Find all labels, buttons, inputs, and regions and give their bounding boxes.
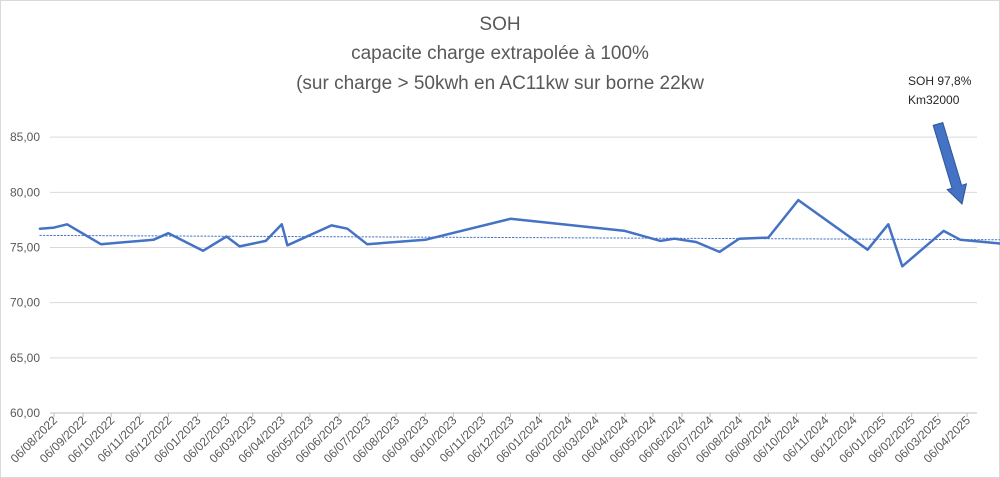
y-tick-label: 85,00 (10, 130, 40, 144)
chart-subtitle-line-2: (sur charge > 50kwh en AC11kw sur borne … (296, 73, 704, 94)
soh-series-line (38, 198, 1000, 268)
annotation-arrow (932, 121, 968, 205)
trendline (39, 234, 1000, 241)
y-tick-label: 75,00 (10, 241, 40, 255)
chart-subtitle-line-1: capacite charge extrapolée à 100% (351, 43, 649, 64)
annotation-soh: SOH 97,8% (908, 74, 972, 88)
annotation-text: SOH 97,8% Km32000 (908, 72, 971, 110)
y-tick-label: 65,00 (10, 351, 40, 365)
chart-title: SOH (479, 14, 521, 35)
y-tick-label: 80,00 (10, 185, 40, 199)
y-tick-label: 70,00 (10, 296, 40, 310)
annotation-km: Km32000 (908, 93, 960, 107)
y-tick-label: 60,00 (10, 406, 40, 420)
